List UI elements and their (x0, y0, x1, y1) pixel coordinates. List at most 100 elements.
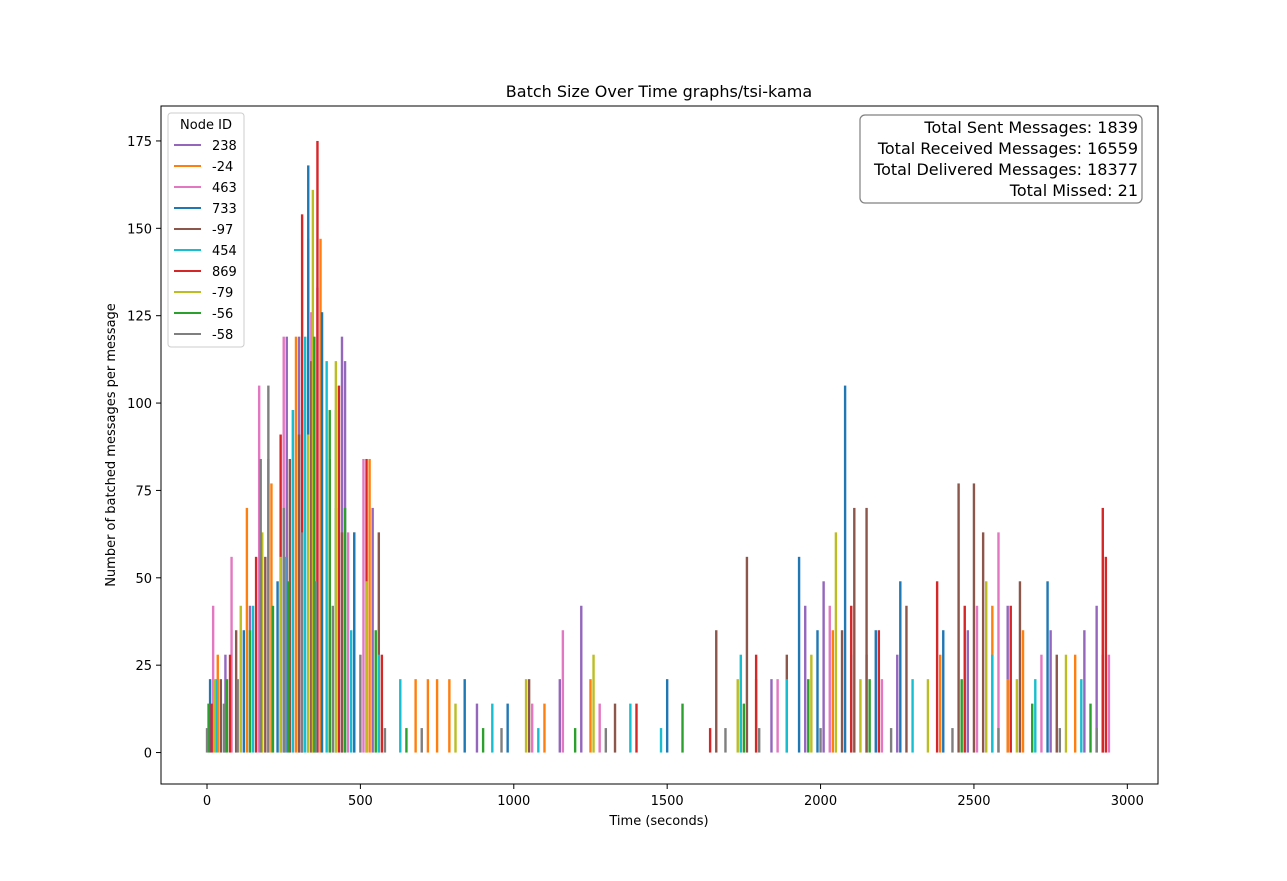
x-tick-label-1: 500 (348, 794, 373, 809)
bar--79-17 (1015, 679, 1019, 753)
bar--97-2 (264, 556, 267, 753)
bar-869-15 (963, 605, 966, 753)
bar-454-14 (659, 728, 663, 753)
bar-454-11 (491, 703, 494, 753)
y-tick-label-5: 125 (127, 310, 152, 325)
bar--97-7 (340, 532, 344, 753)
bar-463-15 (975, 605, 979, 753)
bar--97-5 (310, 361, 313, 753)
bar--56-14 (807, 679, 810, 753)
bar--97-20 (981, 532, 985, 753)
bar--24-17 (938, 654, 942, 753)
bar-869-14 (935, 581, 939, 753)
bar--24-13 (589, 679, 592, 753)
bar-733-2 (276, 581, 279, 753)
bar-238-8 (558, 679, 561, 753)
x-tick-label-5: 2500 (957, 794, 990, 809)
legend-label-869: 869 (212, 265, 237, 280)
bar-733-11 (797, 556, 801, 753)
legend-box (167, 112, 245, 348)
bar--24-15 (831, 630, 835, 753)
bar--58-17 (889, 728, 893, 753)
bar--58-6 (300, 532, 304, 753)
bar--79-1 (239, 605, 242, 753)
bar--24-21 (1073, 654, 1077, 753)
bar--97-19 (972, 483, 976, 753)
x-axis-label: Time (seconds) (608, 814, 708, 829)
legend: Node ID 238 -24 463 733 -97 454 869 -79 -56 -58 (167, 112, 245, 348)
bar-454-1 (251, 605, 255, 753)
y-tick-label-7: 175 (127, 135, 152, 150)
bar-869-1 (228, 654, 232, 753)
bar--97-14 (840, 630, 844, 753)
bar--58-20 (1058, 728, 1062, 753)
bar--58-5 (282, 507, 285, 753)
bar-733-15 (899, 581, 902, 753)
bar--58-7 (314, 581, 318, 753)
bar-463-8 (362, 458, 365, 753)
bars-layer (205, 140, 1111, 753)
bar--97-22 (1055, 654, 1058, 753)
bar--58-14 (724, 728, 727, 753)
bar-454-0 (215, 679, 218, 753)
bar--79-8 (454, 703, 457, 753)
bar-454-15 (739, 654, 742, 753)
legend-label--97: -97 (212, 223, 233, 238)
bar-869-10 (708, 728, 712, 753)
bar--58-4 (267, 385, 270, 753)
legend-label-463: 463 (212, 181, 237, 196)
bar-869-16 (1009, 605, 1012, 753)
x-tick-label-2: 1000 (497, 794, 530, 809)
bar--79-9 (524, 679, 528, 753)
bar-869-13 (877, 630, 881, 753)
bar-869-2 (254, 556, 258, 753)
bar-463-17 (1040, 654, 1043, 753)
bar-454-6 (325, 361, 328, 753)
bar-463-7 (346, 532, 350, 753)
bar-733-12 (816, 630, 819, 753)
bar--97-10 (613, 703, 617, 753)
bar--97-21 (1018, 581, 1022, 753)
bar--56-11 (573, 728, 577, 753)
bar--97-1 (234, 630, 238, 753)
bar--56-5 (313, 336, 316, 753)
bar-869-18 (1104, 556, 1108, 753)
bar-454-20 (1034, 679, 1037, 753)
stats-delivered: Total Delivered Messages: 18377 (873, 160, 1138, 179)
plot-area (160, 105, 1159, 785)
bar-463-9 (530, 703, 534, 753)
bar-454-16 (785, 679, 789, 753)
bar-733-10 (665, 679, 669, 753)
legend-title: Node ID (180, 118, 232, 133)
y-axis: 0 25 50 75 100 125 150 175 (127, 135, 161, 762)
y-tick-label-2: 50 (135, 572, 152, 587)
bar--79-15 (926, 679, 930, 753)
bar--58-15 (758, 728, 761, 753)
bar-238-9 (580, 605, 583, 753)
bar-869-9 (635, 703, 638, 753)
bar-733-17 (1046, 581, 1049, 753)
bar-463-11 (598, 703, 601, 753)
bar-238-2 (285, 336, 288, 753)
bar--58-11 (420, 728, 423, 753)
bar--24-9 (426, 679, 430, 753)
bar--24-19 (1006, 679, 1009, 753)
bar--79-11 (736, 679, 739, 753)
bar--56-17 (1031, 703, 1034, 753)
bar-733-0 (208, 679, 212, 753)
bar--58-2 (236, 679, 239, 753)
bar--79-18 (1064, 654, 1068, 753)
bar-733-16 (942, 630, 945, 753)
bar--24-20 (1021, 630, 1025, 753)
bar-238-16 (1049, 630, 1052, 753)
bar-463-10 (561, 630, 565, 753)
bar--56-13 (742, 703, 746, 753)
bar-238-14 (966, 630, 969, 753)
bar-733-5 (320, 312, 324, 753)
bar--58-10 (383, 728, 387, 753)
bar--79-7 (365, 581, 368, 753)
bar--24-8 (414, 679, 417, 753)
bar-238-12 (822, 581, 825, 753)
bar-733-13 (843, 385, 847, 753)
